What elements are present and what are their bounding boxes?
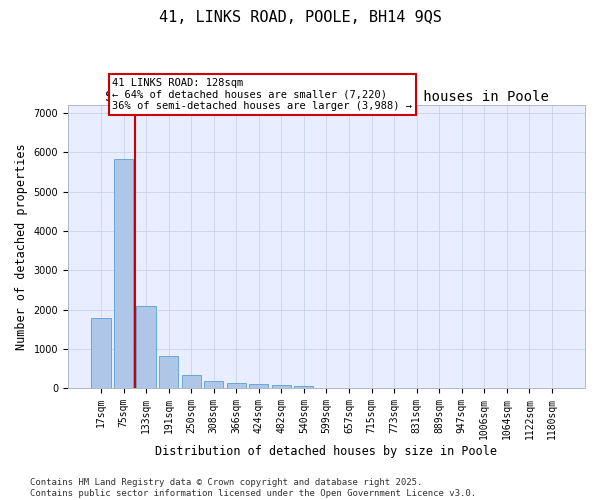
Bar — [182, 374, 201, 388]
Bar — [249, 384, 268, 388]
Bar — [227, 384, 246, 388]
Text: Contains HM Land Registry data © Crown copyright and database right 2025.
Contai: Contains HM Land Registry data © Crown c… — [30, 478, 476, 498]
Bar — [272, 385, 291, 388]
Bar — [136, 306, 155, 388]
Bar — [295, 386, 313, 388]
Bar — [159, 356, 178, 388]
Text: 41, LINKS ROAD, POOLE, BH14 9QS: 41, LINKS ROAD, POOLE, BH14 9QS — [158, 10, 442, 25]
Y-axis label: Number of detached properties: Number of detached properties — [15, 144, 28, 350]
Bar — [91, 318, 110, 388]
Bar — [114, 158, 133, 388]
Title: Size of property relative to detached houses in Poole: Size of property relative to detached ho… — [104, 90, 548, 104]
Bar — [204, 380, 223, 388]
X-axis label: Distribution of detached houses by size in Poole: Distribution of detached houses by size … — [155, 444, 497, 458]
Text: 41 LINKS ROAD: 128sqm
← 64% of detached houses are smaller (7,220)
36% of semi-d: 41 LINKS ROAD: 128sqm ← 64% of detached … — [112, 78, 412, 111]
